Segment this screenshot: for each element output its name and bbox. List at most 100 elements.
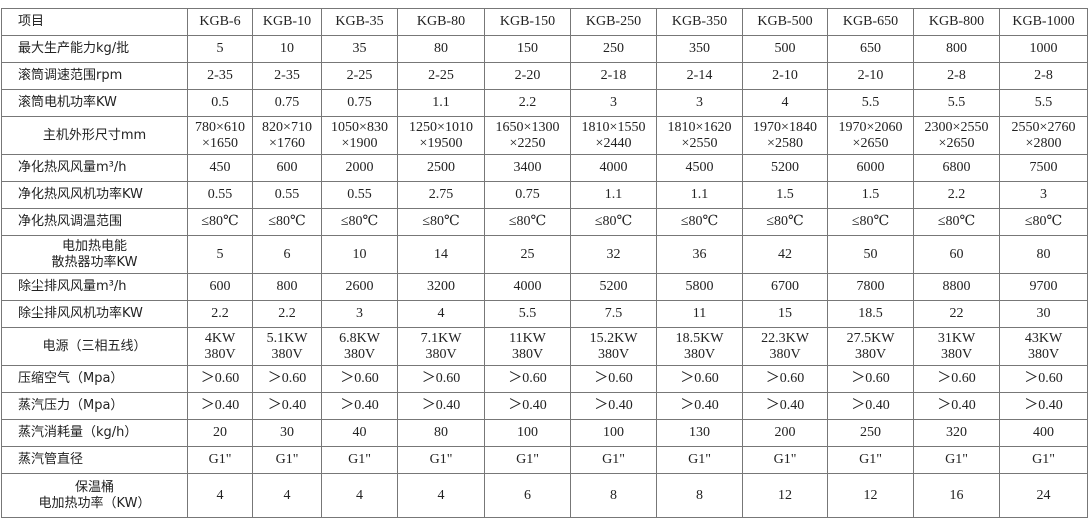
cell: G1" [397,446,485,474]
table-row: 电源（三相五线） 4KW 380V 5.1KW 380V 6.8KW 380V 7.1K… [1,327,1088,366]
cell: 11 [656,300,743,328]
table-row: 主机外形尺寸mm 780×610 ×1650 820×710 ×1760 1050×8… [1,116,1088,155]
cell: 6 [484,473,571,518]
row-label: 除尘排风风机功率KW [1,300,188,328]
cell: 22 [913,300,1000,328]
cell: 4000 [484,273,571,301]
cell: KGB-650 [827,8,914,36]
row-label: 最大生产能力kg/批 [1,35,188,63]
cell: 4 [187,473,253,518]
cell: 1650×1300 ×2250 [484,116,571,155]
cell: ＞0.60 [397,365,485,393]
cell: G1" [484,446,571,474]
cell: 780×610 ×1650 [187,116,253,155]
cell: 40 [321,419,398,447]
row-label: 蒸汽管直径 [1,446,188,474]
cell: 2-20 [484,62,571,90]
row-label: 除尘排风风量m³/h [1,273,188,301]
cell: ≤80℃ [397,208,485,236]
cell: 350 [656,35,743,63]
cell: 11KW 380V [484,327,571,366]
cell: 0.55 [321,181,398,209]
cell: 5 [187,35,253,63]
cell: 7.5 [570,300,657,328]
cell: 16 [913,473,1000,518]
cell: G1" [742,446,828,474]
cell: G1" [187,446,253,474]
cell: 2-35 [252,62,322,90]
cell: 2-10 [827,62,914,90]
table-row: 滚筒调速范围rpm 2-35 2-35 2-25 2-25 2-20 2-18 2-14 2-1… [1,62,1088,90]
row-label: 蒸汽消耗量（kg/h） [1,419,188,447]
cell: 22.3KW 380V [742,327,828,366]
cell: 7500 [999,154,1088,182]
cell: 2-10 [742,62,828,90]
cell: 2.2 [484,89,571,117]
cell: ≤80℃ [252,208,322,236]
cell: 2-25 [321,62,398,90]
cell: ＞0.40 [913,392,1000,420]
cell: ≤80℃ [999,208,1088,236]
cell: G1" [656,446,743,474]
cell: 1.1 [570,181,657,209]
cell: ≤80℃ [742,208,828,236]
table-row: 蒸汽压力（Mpa） ＞0.40 ＞0.40 ＞0.40 ＞0.40 ＞0.40 ＞0.40 ＞… [1,392,1088,420]
cell: 31KW 380V [913,327,1000,366]
cell: 30 [999,300,1088,328]
table-row: 净化热风风量m³/h 450 600 2000 2500 3400 4000 4500 5200… [1,154,1088,182]
cell: 650 [827,35,914,63]
cell: 200 [742,419,828,447]
cell: 1.1 [397,89,485,117]
row-label: 主机外形尺寸mm [1,116,188,155]
cell: 4 [252,473,322,518]
cell: 4 [321,473,398,518]
cell: ＞0.40 [570,392,657,420]
cell: ＞0.40 [656,392,743,420]
cell: 800 [252,273,322,301]
cell: 43KW 380V [999,327,1088,366]
cell: 1000 [999,35,1088,63]
row-label: 项目 [1,8,188,36]
cell: 7.1KW 380V [397,327,485,366]
cell: 18.5 [827,300,914,328]
cell: 10 [321,235,398,274]
cell: ＞0.40 [484,392,571,420]
cell: 36 [656,235,743,274]
cell: 600 [187,273,253,301]
cell: 10 [252,35,322,63]
cell: KGB-35 [321,8,398,36]
cell: 0.5 [187,89,253,117]
cell: ＞0.60 [321,365,398,393]
cell: KGB-250 [570,8,657,36]
cell: 820×710 ×1760 [252,116,322,155]
cell: 24 [999,473,1088,518]
table-row: 项目 KGB-6 KGB-10 KGB-35 KGB-80 KGB-150 KGB-250 K… [1,8,1088,36]
cell: 1810×1550 ×2440 [570,116,657,155]
cell: 8 [570,473,657,518]
cell: ≤80℃ [484,208,571,236]
cell: 450 [187,154,253,182]
cell: 6700 [742,273,828,301]
row-label: 压缩空气（Mpa） [1,365,188,393]
cell: ＞0.60 [252,365,322,393]
table-row: 净化热风调温范围 ≤80℃ ≤80℃ ≤80℃ ≤80℃ ≤80℃ ≤80℃ ≤80℃ ≤80℃… [1,208,1088,236]
cell: KGB-10 [252,8,322,36]
cell: 3 [321,300,398,328]
cell: G1" [913,446,1000,474]
cell: 3400 [484,154,571,182]
cell: 2.2 [187,300,253,328]
cell: 2-8 [913,62,1000,90]
cell: 2000 [321,154,398,182]
cell: 5.1KW 380V [252,327,322,366]
cell: 5 [187,235,253,274]
cell: KGB-1000 [999,8,1088,36]
cell: 2-8 [999,62,1088,90]
cell: 600 [252,154,322,182]
cell: ＞0.40 [321,392,398,420]
cell: ＞0.60 [187,365,253,393]
row-label: 净化热风风量m³/h [1,154,188,182]
cell: 35 [321,35,398,63]
cell: KGB-80 [397,8,485,36]
cell: 2-18 [570,62,657,90]
